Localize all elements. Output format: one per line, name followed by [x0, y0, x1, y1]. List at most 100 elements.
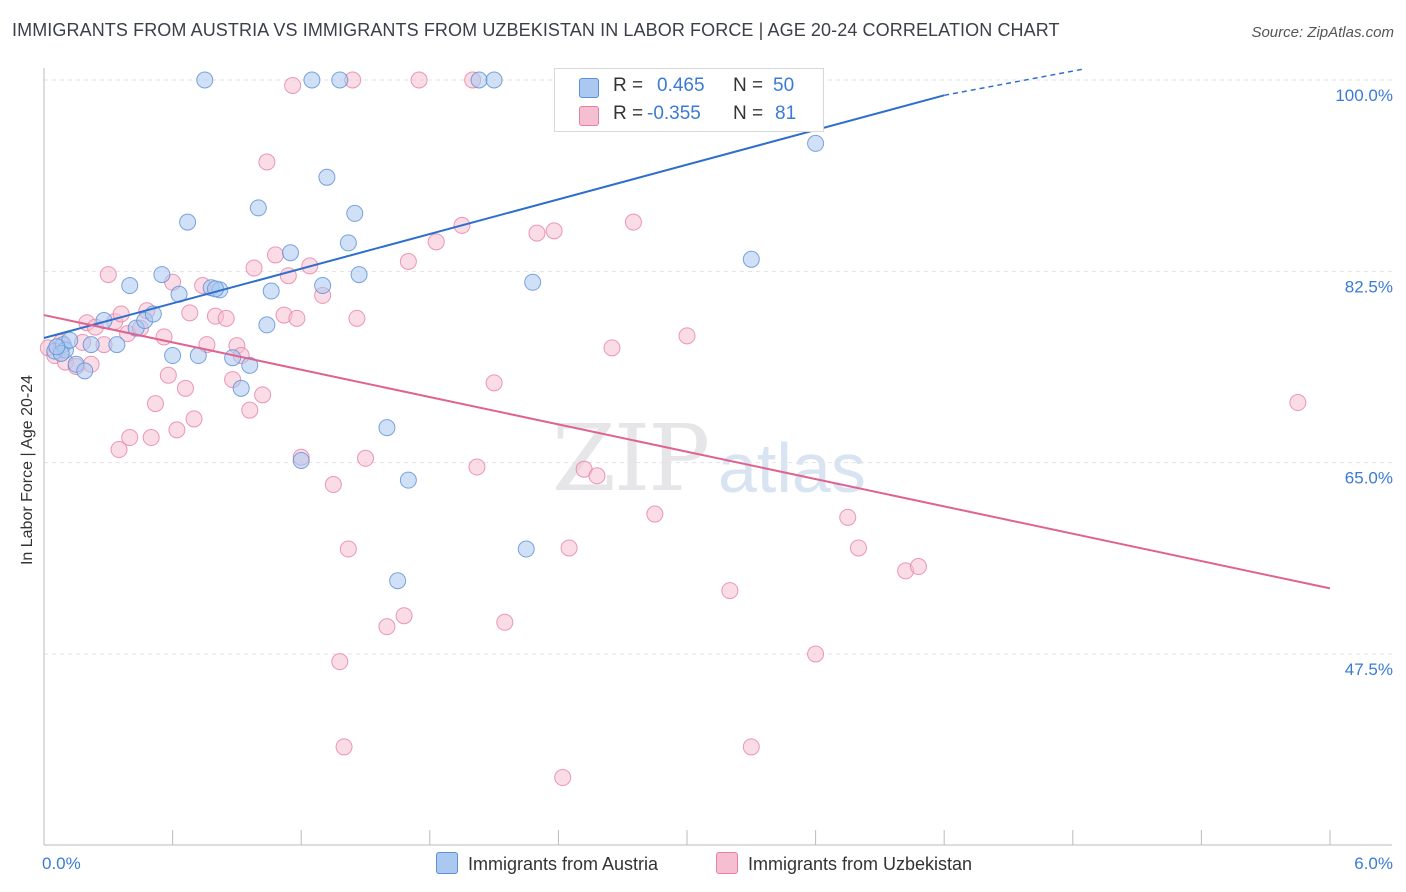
- uzbekistan-point: [560, 539, 578, 557]
- uzbekistan-point: [554, 769, 572, 787]
- uzbekistan-point: [181, 304, 199, 322]
- austria-point: [48, 338, 66, 356]
- watermark-atlas: atlas: [718, 429, 866, 507]
- uzbekistan-point: [528, 224, 546, 242]
- austria-point: [292, 451, 310, 469]
- uzbekistan-point: [245, 259, 263, 277]
- uzbekistan-point: [217, 309, 235, 327]
- austria-point: [121, 277, 139, 295]
- uzbekistan-point: [168, 421, 186, 439]
- uzbekistan-point: [254, 386, 272, 404]
- bottom-legend-uzbekistan: Immigrants from Uzbekistan: [716, 852, 972, 875]
- austria-point: [346, 204, 364, 222]
- uzbekistan-point: [807, 645, 825, 663]
- uzbekistan-point: [721, 582, 739, 600]
- uzbekistan-n-value: 81: [775, 103, 797, 124]
- uzbekistan-point: [331, 653, 349, 671]
- uzbekistan-point: [678, 327, 696, 345]
- uzbekistan-point: [1289, 394, 1307, 412]
- uzbekistan-point: [496, 613, 514, 631]
- uzbekistan-n-label: N =: [733, 103, 764, 124]
- austria-point: [524, 273, 542, 291]
- uzbekistan-point: [395, 607, 413, 625]
- y-tick-label: 82.5%: [1345, 277, 1393, 296]
- uzbekistan-point: [468, 458, 486, 476]
- austria-point: [331, 71, 349, 89]
- uzbekistan-point: [909, 558, 927, 576]
- austria-point: [350, 266, 368, 284]
- austria-point: [378, 419, 396, 437]
- austria-point: [485, 71, 503, 89]
- uzbekistan-point: [588, 467, 606, 485]
- austria-point: [318, 168, 336, 186]
- uzbekistan-point: [110, 441, 128, 459]
- austria-point: [196, 71, 214, 89]
- austria-point: [339, 234, 357, 252]
- uzbekistan-point: [241, 401, 259, 419]
- uzbekistan-point: [849, 539, 867, 557]
- uzbekistan-swatch: [579, 106, 599, 126]
- y-tick-label: 100.0%: [1335, 86, 1393, 105]
- austria-point: [314, 277, 332, 295]
- austria-n-label: N =: [733, 75, 764, 96]
- austria-point: [224, 349, 242, 367]
- uzbekistan-point: [624, 213, 642, 231]
- uzbekistan-point: [266, 246, 284, 264]
- uzbekistan-point: [399, 252, 417, 270]
- austria-point: [164, 347, 182, 365]
- uzbekistan-point: [378, 618, 396, 636]
- austria-point: [517, 540, 535, 558]
- uzbekistan-point: [159, 366, 177, 384]
- legend-row-austria: R = 0.465 N = 50: [555, 74, 823, 102]
- uzbekistan-point: [427, 233, 445, 251]
- austria-point: [303, 71, 321, 89]
- chart-title: IMMIGRANTS FROM AUSTRIA VS IMMIGRANTS FR…: [12, 20, 1060, 40]
- x-tick-label-start: 0.0%: [42, 854, 81, 873]
- uzbekistan-point: [185, 410, 203, 428]
- austria-r-label: R =: [613, 75, 644, 96]
- x-tick-label-end: 6.0%: [1354, 854, 1393, 873]
- uzbekistan-point: [99, 266, 117, 284]
- austria-point: [76, 362, 94, 380]
- austria-point: [399, 471, 417, 489]
- austria-point: [742, 250, 760, 268]
- uzbekistan-point: [335, 738, 353, 756]
- austria-point: [232, 379, 250, 397]
- uzbekistan-trend-line: [43, 314, 1331, 590]
- austria-point: [179, 213, 197, 231]
- austria-r-value: 0.465: [657, 75, 705, 96]
- legend-row-uzbekistan: R = -0.355 N = 81: [555, 102, 823, 130]
- uzbekistan-point: [284, 76, 302, 94]
- austria-swatch: [579, 78, 599, 98]
- uzbekistan-point: [603, 339, 621, 357]
- bottom-uzbekistan-label: Immigrants from Uzbekistan: [748, 854, 973, 874]
- austria-point: [82, 336, 100, 354]
- uzbekistan-point: [176, 379, 194, 397]
- bottom-uzbekistan-swatch: [716, 852, 738, 874]
- uzbekistan-point: [142, 429, 160, 447]
- bottom-austria-swatch: [436, 852, 458, 874]
- uzbekistan-r-value: -0.355: [647, 103, 701, 124]
- austria-point: [241, 356, 259, 374]
- uzbekistan-r-label: R =: [613, 103, 644, 124]
- uzbekistan-point: [324, 476, 342, 494]
- austria-trend-extension: [944, 68, 1084, 97]
- austria-point: [262, 282, 280, 300]
- austria-point: [258, 316, 276, 334]
- austria-trend-line: [43, 94, 945, 339]
- austria-point: [108, 336, 126, 354]
- austria-n-value: 50: [773, 75, 795, 96]
- y-tick-label: 65.0%: [1345, 469, 1393, 488]
- uzbekistan-point: [485, 374, 503, 392]
- austria-point: [281, 244, 299, 262]
- correlation-legend: R = 0.465 N = 50 R = -0.355 N = 81: [554, 68, 824, 132]
- y-tick-label: 47.5%: [1345, 660, 1393, 679]
- austria-point: [389, 572, 407, 590]
- watermark-zip: ZIP: [552, 405, 710, 512]
- austria-point: [249, 199, 267, 217]
- uzbekistan-point: [348, 309, 366, 327]
- bottom-legend-austria: Immigrants from Austria: [436, 852, 658, 875]
- uzbekistan-point: [288, 309, 306, 327]
- bottom-austria-label: Immigrants from Austria: [468, 854, 659, 874]
